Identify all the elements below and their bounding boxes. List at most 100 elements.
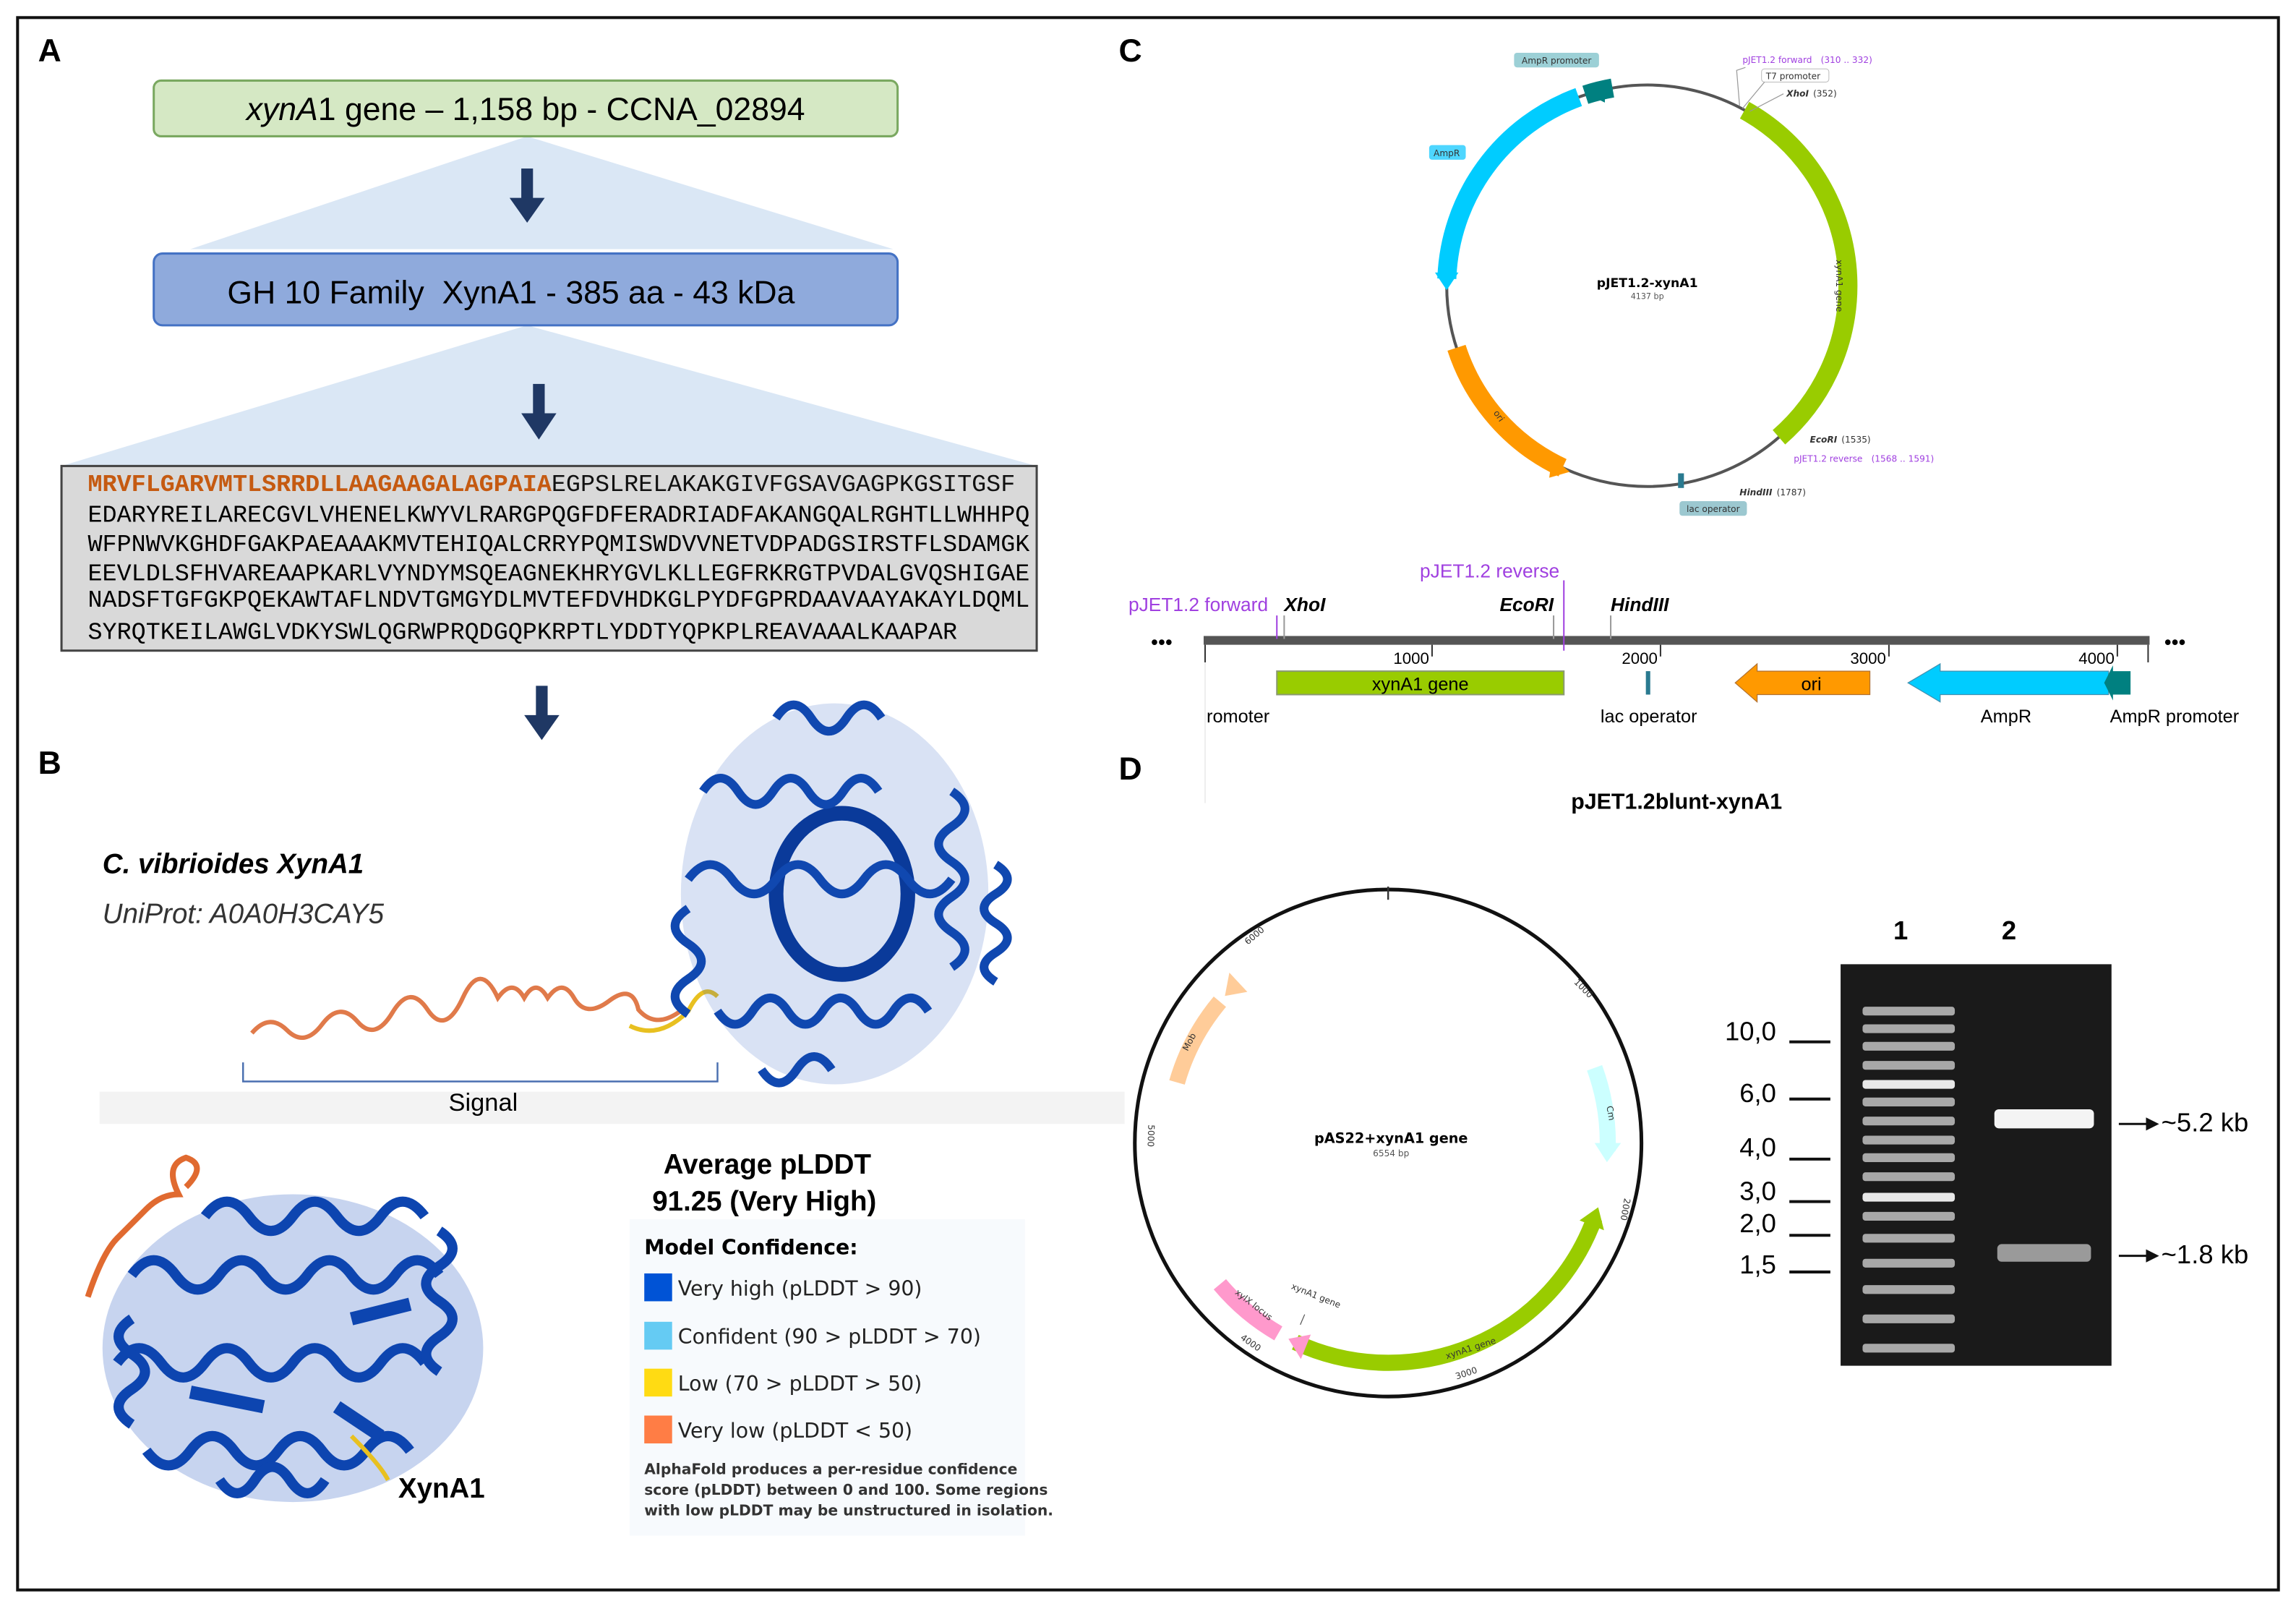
xhoi-label: XhoI (352) (1786, 89, 1837, 99)
average-plddt-value: 91.25 (Very High) (652, 1186, 876, 1217)
sequence-box (60, 464, 1038, 652)
xyna1-gene-feature (1292, 1215, 1603, 1371)
protein-box-text: GH 10 Family XynA1 - 385 aa - 43 kDa (227, 275, 794, 310)
gene-feature-label: xynA1 gene (1372, 674, 1469, 694)
ampr-feature (1907, 662, 2109, 703)
legend-background (629, 1219, 1025, 1536)
tick-label: 1000 (1393, 649, 1429, 667)
gene-box (153, 79, 899, 137)
ladder-band (1862, 1024, 1956, 1033)
signal-peptide-coil (85, 1154, 200, 1298)
ladder-lane (1862, 1007, 1956, 1353)
lane-label: 2 (2002, 916, 2016, 945)
arrowhead (1594, 1143, 1622, 1163)
protein-sequence: MRVFLGARVMTLSRRDLLAAGAAGALAGPAIAEGPSLREL… (88, 471, 1031, 647)
plasmid-size: 6554 bp (1373, 1148, 1409, 1158)
plasmid-name: pAS22+xynA1 gene (1314, 1130, 1468, 1147)
forward-primer-label: pJET1.2 forward (1128, 594, 1268, 615)
ladder-size-labels: 10,0 6,0 4,0 3,0 2,0 1,5 (1725, 1017, 1830, 1279)
tick-label: 4000 (2078, 649, 2115, 667)
ampr-label: AmpR (1434, 148, 1460, 158)
xyna1-gene-feature (1276, 670, 1565, 696)
panel-label-a: A (38, 33, 61, 69)
ladder-band (1862, 1061, 1956, 1070)
panel-b: B C. vibrioides XynA1 UniProt: A0A0H3CAY… (38, 700, 1125, 1536)
ori-arc-label: ori (1491, 409, 1507, 424)
organism-name: C. vibrioides XynA1 (103, 849, 364, 880)
low-confidence-loop (349, 1434, 390, 1482)
ecori-label: EcoRI (1499, 594, 1554, 615)
hindiii-label: HindIII (1611, 594, 1669, 615)
legend-footnote: score (pLDDT) between 0 and 100. Some re… (644, 1481, 1048, 1498)
protein-structure-front (102, 1194, 484, 1503)
expansion-shade (61, 325, 1037, 466)
mob-feature (1169, 996, 1227, 1085)
legend-swatch (644, 1321, 672, 1350)
promoter-label: romoter (1207, 707, 1270, 727)
ampr-label: AmpR (1981, 707, 2031, 727)
confidence-legend: Model Confidence: Very high (pLDDT > 90)… (629, 1219, 1053, 1536)
xhoi-label: XhoI (1282, 594, 1326, 615)
panel-a: A xynA1 gene – 1,158 bp - CCNA_02894 GH … (38, 33, 1038, 741)
structure-label: XynA1 (398, 1473, 485, 1504)
hindiii-label: HindIII (1787) (1739, 487, 1806, 498)
plasmid-name: pJET1.2-xynA1 (1597, 276, 1698, 291)
band-size-label: ~5.2 kb (2162, 1107, 2249, 1137)
ellipsis-right: ••• (2164, 631, 2186, 654)
signal-label: Signal (449, 1089, 518, 1117)
ampr-feature (1437, 88, 1582, 279)
sequence-line: SYRQTKEILAWGLVDKYSWLQGRWPRQDGQPKRPTLYDDT… (88, 620, 958, 647)
lac-operator-feature (1678, 473, 1684, 488)
arrowhead (1288, 1334, 1311, 1360)
cm-label: Cm (1604, 1105, 1616, 1121)
ellipsis-left: ••• (1151, 631, 1173, 654)
tick-label: 2000 (1619, 1198, 1632, 1221)
panel-label-b: B (38, 746, 61, 781)
ampr-promoter-label: AmpR promoter (1522, 56, 1591, 66)
lac-operator-feature (1645, 671, 1650, 695)
down-arrow-icon (524, 686, 560, 741)
legend-title: Model Confidence: (644, 1236, 857, 1260)
reverse-primer-label: pJET1.2 reverse (1568 .. 1591) (1794, 453, 1934, 464)
uniprot-id: UniProt: A0A0H3CAY5 (103, 899, 385, 930)
sequence-line: EEVLDLSFHVAREAAPKARLVYNDYMSQEAGNEKHRYGVL… (88, 560, 1030, 588)
protein-box (153, 252, 899, 327)
ladder-size: 6,0 (1739, 1078, 1776, 1108)
ladder-band (1862, 1097, 1956, 1106)
agarose-gel: 1 2 10,0 6,0 4,0 3,0 2,0 1,5 ~5.2 kb (1725, 916, 2248, 1366)
promoter-arrowhead (1593, 90, 1605, 103)
tick-label: 3000 (1850, 649, 1886, 667)
feature-arrowheads (1225, 972, 1622, 1360)
ampr-promoter-feature (1582, 78, 1614, 104)
ladder-band (1862, 1007, 1956, 1016)
ladder-size: 3,0 (1739, 1177, 1776, 1206)
ladder-band (1862, 1135, 1956, 1145)
gel-band (1997, 1244, 2091, 1262)
cm-feature (1587, 1064, 1616, 1151)
signal-peptide-coil (250, 976, 684, 1041)
plasmid-size: 4137 bp (1631, 291, 1664, 301)
average-plddt-title: Average pLDDT (664, 1149, 872, 1180)
sequence-line: EDARYREILARECGVLVHENELKWYVLRARGPQGFDFERA… (88, 502, 1030, 529)
legend-item: Low (70 > pLDDT > 50) (678, 1372, 922, 1396)
ladder-band (1862, 1211, 1956, 1221)
sequence-line: NADSFTGFGKPQEKAWTAFLNDVTGMGYDLMVTEFDVHDK… (88, 587, 1030, 615)
linear-map-pjet: ••• ••• 1000 2000 3000 4000 pJET1.2 forw… (1128, 560, 2240, 814)
ladder-band (1862, 1234, 1956, 1243)
xylx-locus-feature (1213, 1279, 1282, 1341)
ladder-size: 4,0 (1739, 1132, 1776, 1162)
arrowhead (1225, 972, 1248, 996)
ecori-label: EcoRI (1535) (1810, 435, 1871, 445)
lane-label: 1 (1893, 916, 1908, 945)
forward-primer-label: pJET1.2 forward (310 .. 332) (1742, 55, 1872, 65)
linear-map-title: pJET1.2blunt-xynA1 (1571, 790, 1782, 814)
ladder-size: 10,0 (1725, 1017, 1776, 1046)
legend-item: Confident (90 > pLDDT > 70) (678, 1325, 981, 1349)
legend-swatch (644, 1273, 672, 1302)
sequence-line: MRVFLGARVMTLSRRDLLAAGAAGALAGPAIAEGPSLREL… (88, 471, 1016, 499)
panel-label-c: C (1118, 33, 1141, 69)
ladder-band (1862, 1314, 1956, 1323)
ori-arrowhead (1548, 457, 1570, 478)
panel-label-d: D (1118, 751, 1141, 787)
